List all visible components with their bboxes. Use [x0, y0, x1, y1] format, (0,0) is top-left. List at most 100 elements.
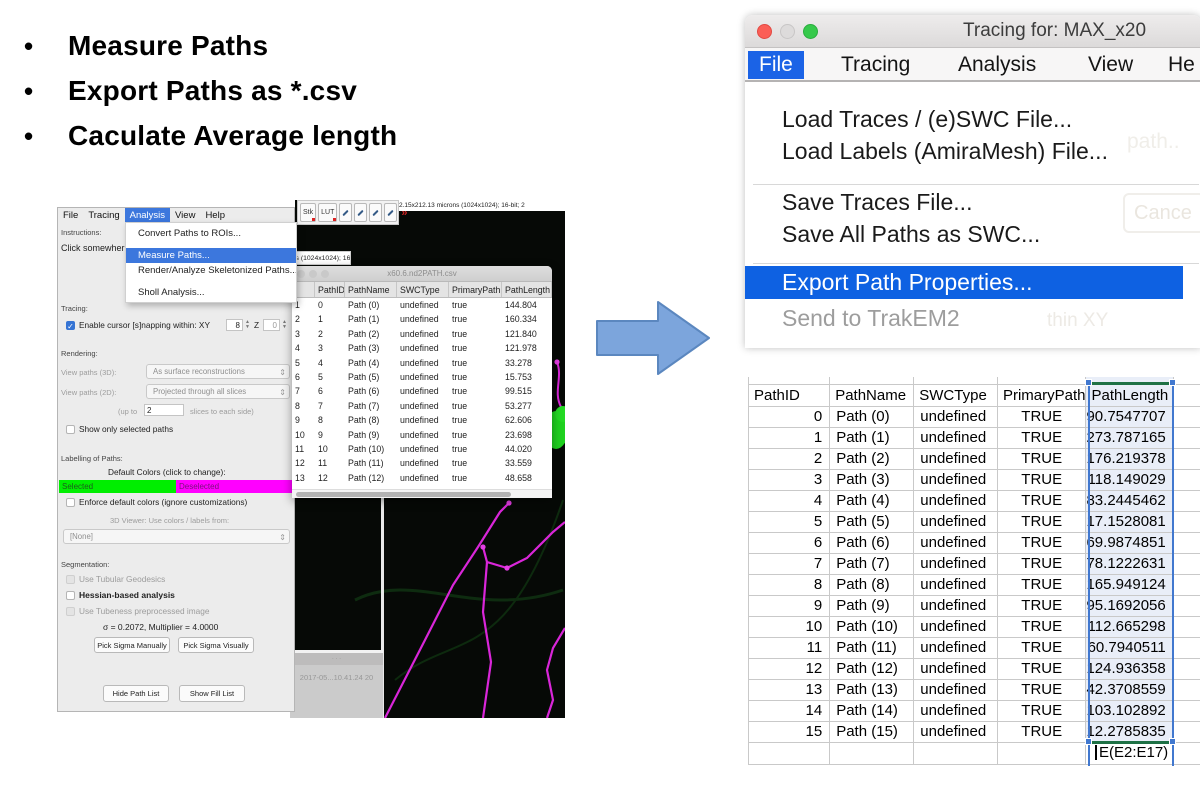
data-cell[interactable]: 0 [747, 405, 831, 428]
snap-xy-stepper[interactable]: ▲ ▼ [245, 319, 250, 330]
menu-tracing[interactable]: Tracing [841, 53, 911, 76]
path-list-column-header[interactable]: PathLength [502, 282, 552, 297]
path-list-row[interactable]: 3 2 Path (2) undefined true 121.840 [292, 327, 552, 341]
data-cell[interactable]: undefined [913, 720, 998, 743]
column-header[interactable]: PrimaryPath [996, 383, 1087, 407]
path-list-row[interactable]: 8 7 Path (7) undefined true 53.277 [292, 399, 552, 413]
enforce-colors-checkbox[interactable] [66, 498, 75, 507]
path-list-row[interactable]: 12 11 Path (11) undefined true 33.559 [292, 456, 552, 470]
grid-cell[interactable] [1172, 657, 1200, 680]
data-cell[interactable]: 118.149029 [1085, 468, 1174, 491]
data-cell[interactable]: 3 [747, 468, 831, 491]
snapping-checkbox[interactable]: ✓ [66, 321, 75, 331]
path-list-column-header[interactable]: PathName [345, 282, 397, 297]
grid-cell[interactable] [1172, 447, 1200, 470]
window-titlebar[interactable]: Tracing for: MAX_x20 [745, 15, 1200, 48]
grid-cell[interactable] [1172, 720, 1200, 743]
path-list-row[interactable]: 1 0 Path (0) undefined true 144.804 [292, 298, 552, 312]
data-cell[interactable]: Path (15) [829, 720, 915, 743]
data-cell[interactable]: TRUE [996, 468, 1087, 491]
tubeness-checkbox[interactable] [66, 607, 75, 616]
grid-cell[interactable] [1172, 636, 1200, 659]
file-menu-item[interactable]: Export Path Properties... [745, 266, 1183, 299]
grid-cell[interactable] [1172, 489, 1200, 512]
view3d-dropdown[interactable]: As surface reconstructions ⇕ [146, 364, 290, 379]
formula-cell[interactable]: E(E2:E17) [1085, 741, 1174, 765]
data-cell[interactable]: Path (1) [829, 426, 915, 449]
data-cell[interactable]: 5 [747, 510, 831, 533]
data-cell[interactable]: undefined [913, 657, 998, 680]
slices-field[interactable]: 2 [144, 404, 184, 416]
path-list-row[interactable]: 6 5 Path (5) undefined true 15.753 [292, 370, 552, 384]
hessian-checkbox[interactable] [66, 591, 75, 600]
pick-sigma-visually-button[interactable]: Pick Sigma Visually [178, 637, 254, 653]
data-cell[interactable]: 2 [747, 447, 831, 470]
selected-color-swatch[interactable]: Selected [59, 480, 176, 493]
data-cell[interactable]: 1 [747, 426, 831, 449]
data-cell[interactable]: 11 [747, 636, 831, 659]
data-cell[interactable]: Path (7) [829, 552, 915, 575]
analysis-menu-item[interactable]: Convert Paths to ROIs... [138, 228, 241, 239]
data-cell[interactable]: 42.3708559 [1085, 678, 1174, 701]
data-cell[interactable]: TRUE [996, 615, 1087, 638]
file-menu-item[interactable]: Load Labels (AmiraMesh) File... [782, 138, 1108, 164]
data-cell[interactable]: TRUE [996, 405, 1087, 428]
viewer3d-dropdown[interactable]: [None] ⇕ [63, 529, 290, 544]
window-buttons[interactable] [297, 270, 329, 278]
data-cell[interactable]: 60.7940511 [1085, 636, 1174, 659]
data-cell[interactable]: Path (9) [829, 594, 915, 617]
data-cell[interactable]: Path (3) [829, 468, 915, 491]
data-cell[interactable]: 9 [747, 594, 831, 617]
data-cell[interactable]: 83.2445462 [1085, 489, 1174, 512]
data-cell[interactable]: TRUE [996, 657, 1087, 680]
data-cell[interactable]: 15 [747, 720, 831, 743]
dropper-tool-icon[interactable] [384, 203, 398, 222]
show-selected-checkbox[interactable] [66, 425, 75, 434]
data-cell[interactable]: TRUE [996, 531, 1087, 554]
file-menu-item[interactable]: Save All Paths as SWC... [782, 221, 1041, 247]
hide-path-list-button[interactable]: Hide Path List [103, 685, 169, 702]
brush-tool-icon[interactable] [354, 203, 368, 222]
data-cell[interactable]: undefined [913, 426, 998, 449]
snap-z-stepper[interactable]: ▲ ▼ [282, 319, 287, 330]
path-list-row[interactable]: 7 6 Path (6) undefined true 99.515 [292, 384, 552, 398]
path-list-titlebar[interactable]: x60.6.nd2PATH.csv [292, 266, 552, 282]
data-cell[interactable]: undefined [913, 678, 998, 701]
menu-file[interactable]: File [748, 51, 804, 79]
analysis-menu-item[interactable]: Measure Paths... [126, 248, 296, 263]
close-button[interactable] [757, 24, 772, 39]
data-cell[interactable]: TRUE [996, 699, 1087, 722]
menu-view[interactable]: View [175, 210, 196, 221]
data-cell[interactable]: undefined [913, 594, 998, 617]
column-header[interactable]: SWCType [913, 383, 998, 407]
path-list-column-header[interactable]: SWCType [397, 282, 449, 297]
path-list-row[interactable]: 5 4 Path (4) undefined true 33.278 [292, 356, 552, 370]
data-cell[interactable]: TRUE [996, 552, 1087, 575]
path-list-column-header[interactable]: PrimaryPath [449, 282, 502, 297]
data-cell[interactable]: 8 [747, 573, 831, 596]
grid-cell[interactable] [1172, 510, 1200, 533]
menu-analysis[interactable]: Analysis [124, 208, 171, 223]
data-cell[interactable]: 13 [747, 678, 831, 701]
stack-tool-button[interactable]: Stk [300, 203, 317, 222]
lut-tool-button[interactable]: LUT [318, 203, 338, 222]
grid-cell[interactable] [1172, 468, 1200, 491]
data-cell[interactable]: Path (8) [829, 573, 915, 596]
data-cell[interactable]: 124.936358 [1085, 657, 1174, 680]
data-cell[interactable]: undefined [913, 552, 998, 575]
data-cell[interactable]: 78.1222631 [1085, 552, 1174, 575]
data-cell[interactable]: 90.7547707 [1085, 405, 1174, 428]
data-cell[interactable]: Path (5) [829, 510, 915, 533]
menu-file[interactable]: File [63, 210, 79, 221]
data-cell[interactable]: TRUE [996, 489, 1087, 512]
grid-cell[interactable] [1172, 531, 1200, 554]
column-header[interactable]: PathName [829, 383, 915, 407]
data-cell[interactable]: 103.102892 [1085, 699, 1174, 722]
tubular-checkbox[interactable] [66, 575, 75, 584]
data-cell[interactable]: TRUE [996, 678, 1087, 701]
data-cell[interactable]: Path (14) [829, 699, 915, 722]
grid-cell[interactable] [1172, 573, 1200, 596]
fill-tool-icon[interactable] [369, 203, 383, 222]
data-cell[interactable]: undefined [913, 699, 998, 722]
grid-cell[interactable] [1172, 594, 1200, 617]
